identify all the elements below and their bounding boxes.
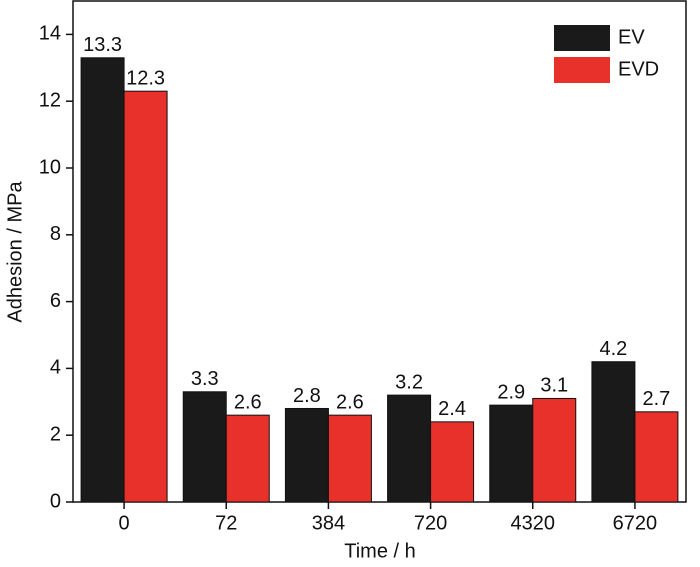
bar xyxy=(387,394,432,503)
x-tick-label: 384 xyxy=(312,512,345,534)
legend-label: EVD xyxy=(618,58,659,80)
x-tick-label: 0 xyxy=(119,512,130,534)
bar xyxy=(123,90,168,503)
data-label: 2.6 xyxy=(234,391,262,413)
data-label: 12.3 xyxy=(126,67,165,89)
plot-frame xyxy=(72,0,687,503)
legend-swatch xyxy=(554,25,610,51)
y-tick-label: 10 xyxy=(39,156,61,178)
bar xyxy=(327,414,372,503)
x-tick-label: 72 xyxy=(215,512,237,534)
y-tick-label: 4 xyxy=(50,357,61,379)
data-label: 2.7 xyxy=(643,388,671,410)
y-tick-label: 14 xyxy=(39,23,61,45)
bar xyxy=(284,407,329,503)
bar xyxy=(591,361,636,503)
y-tick-label: 0 xyxy=(50,490,61,512)
bar xyxy=(634,411,679,503)
bar xyxy=(532,397,577,503)
y-tick-label: 2 xyxy=(50,423,61,445)
data-label: 13.3 xyxy=(83,34,122,56)
x-axis-title: Time / h xyxy=(344,540,416,562)
data-label: 4.2 xyxy=(600,338,628,360)
legend-label: EV xyxy=(618,26,645,48)
data-label: 2.6 xyxy=(336,391,364,413)
bar xyxy=(225,414,270,503)
y-tick-label: 6 xyxy=(50,290,61,312)
bar xyxy=(80,57,125,503)
data-label: 3.3 xyxy=(191,368,219,390)
y-tick-label: 12 xyxy=(39,89,61,111)
x-tick-label: 6720 xyxy=(613,512,658,534)
y-tick-label: 8 xyxy=(50,223,61,245)
legend-swatch xyxy=(554,57,610,83)
bar xyxy=(489,404,534,503)
data-label: 2.4 xyxy=(438,398,466,420)
y-axis-title: Adhesion / MPa xyxy=(4,181,26,323)
bar xyxy=(430,421,475,503)
data-label: 3.1 xyxy=(540,375,568,397)
data-label: 2.9 xyxy=(497,381,525,403)
data-label: 2.8 xyxy=(293,385,321,407)
bar xyxy=(182,391,227,503)
x-tick-label: 720 xyxy=(414,512,447,534)
x-tick-label: 4320 xyxy=(511,512,556,534)
data-label: 3.2 xyxy=(395,371,423,393)
